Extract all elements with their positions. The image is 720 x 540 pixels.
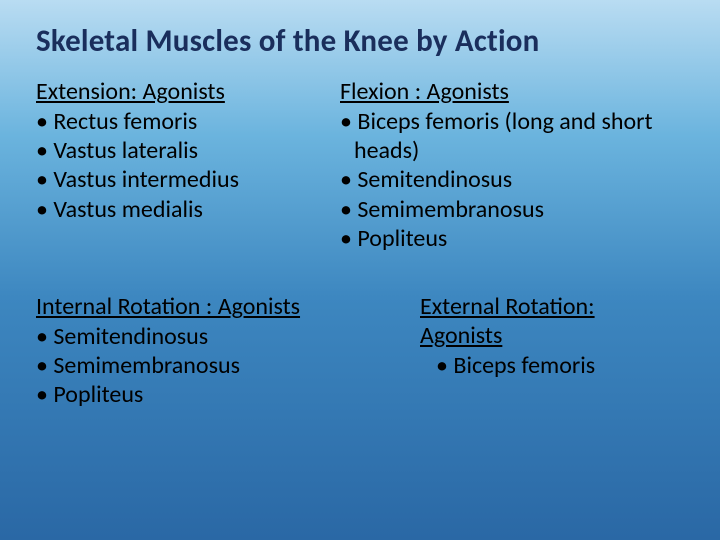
internal-rotation-heading: Internal Rotation : Agonists	[36, 293, 396, 322]
extension-block: Extension: Agonists Rectus femoris Vastu…	[36, 78, 316, 224]
flexion-heading: Flexion : Agonists	[340, 78, 680, 107]
extension-heading: Extension: Agonists	[36, 78, 316, 107]
list-item: Popliteus	[340, 224, 680, 253]
list-item: Semimembranosus	[36, 351, 396, 380]
row-top: Extension: Agonists Rectus femoris Vastu…	[36, 78, 684, 253]
external-rotation-block: External Rotation: Agonists Biceps femor…	[420, 293, 680, 380]
internal-rotation-block: Internal Rotation : Agonists Semitendino…	[36, 293, 396, 410]
list-item: Semimembranosus	[340, 195, 680, 224]
list-item: Rectus femoris	[36, 107, 316, 136]
list-item: Biceps femoris (long and short heads)	[340, 107, 680, 166]
list-item: Vastus medialis	[36, 195, 316, 224]
row-bottom: Internal Rotation : Agonists Semitendino…	[36, 293, 684, 410]
external-rotation-heading: External Rotation: Agonists	[420, 293, 680, 351]
list-item: Semitendinosus	[36, 322, 396, 351]
slide: Skeletal Muscles of the Knee by Action E…	[0, 0, 720, 540]
flexion-block: Flexion : Agonists Biceps femoris (long …	[340, 78, 680, 253]
slide-title: Skeletal Muscles of the Knee by Action	[36, 22, 684, 60]
list-item: Semitendinosus	[340, 165, 680, 194]
list-item: Vastus lateralis	[36, 136, 316, 165]
list-item: Vastus intermedius	[36, 165, 316, 194]
list-item: Biceps femoris	[420, 351, 680, 380]
list-item: Popliteus	[36, 380, 396, 409]
